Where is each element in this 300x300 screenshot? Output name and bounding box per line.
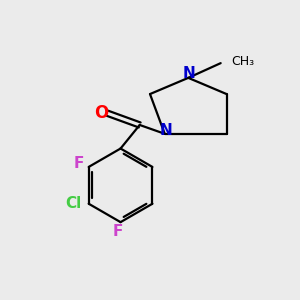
Text: N: N xyxy=(160,123,172,138)
Text: F: F xyxy=(113,224,123,239)
Text: N: N xyxy=(182,66,195,81)
Text: CH₃: CH₃ xyxy=(231,55,254,68)
Text: O: O xyxy=(94,103,108,122)
Text: F: F xyxy=(74,157,84,172)
Text: Cl: Cl xyxy=(65,196,82,211)
